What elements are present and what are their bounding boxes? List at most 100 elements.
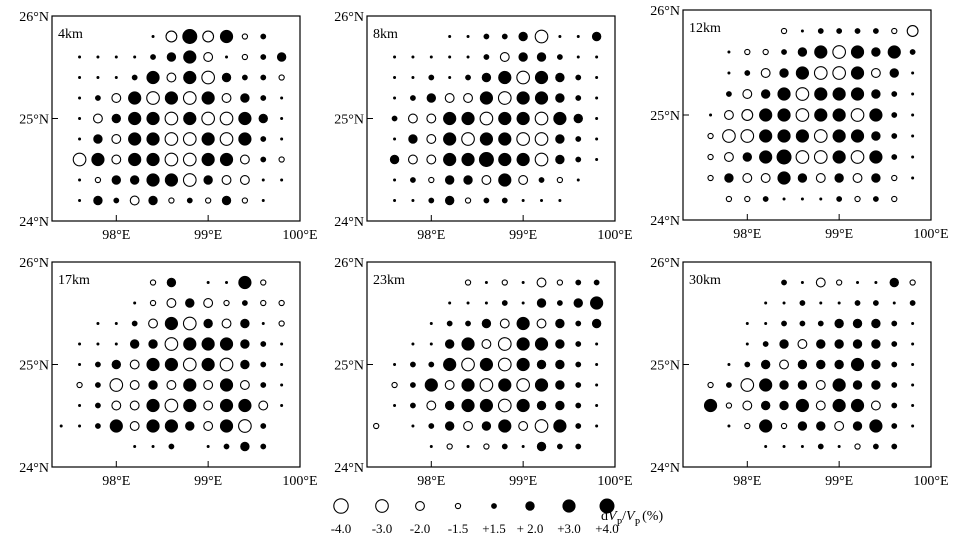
data-point [575,443,582,450]
data-point [109,378,124,392]
data-point [129,380,140,390]
data-point [595,117,599,121]
data-point [278,299,285,307]
data-point [740,378,755,392]
data-point [536,400,547,411]
data-point [834,339,844,349]
data-point [221,175,232,185]
data-point [816,339,826,349]
data-point [164,173,179,187]
data-point [164,316,179,331]
data-point [146,357,160,372]
data-point [260,33,267,40]
data-point [111,134,122,144]
data-point [182,173,197,187]
legend-item: +3.0 [557,499,581,536]
legend-title-v1: V [608,509,618,524]
data-point [724,173,734,183]
data-point [239,175,250,185]
data-point [837,301,841,305]
data-point [911,383,915,387]
data-point [536,441,547,452]
x-tick-label: 98°E [733,474,761,489]
data-point [498,378,512,392]
data-point [819,197,823,201]
data-point [870,400,881,411]
data-point [815,173,826,183]
data-point [795,108,810,122]
data-point [241,74,248,81]
x-tick-label: 98°E [102,228,130,243]
data-point [389,154,400,165]
data-point [219,398,234,413]
data-point [146,91,160,105]
data-point [759,419,773,433]
data-point [280,362,284,366]
data-point [576,178,580,182]
data-point [726,382,732,388]
data-point [497,357,512,372]
data-point [558,199,562,203]
data-point [478,152,494,168]
y-tick-label: 24°N [650,461,680,476]
data-point [426,154,437,165]
x-tick-label: 99°E [825,227,853,242]
data-point [832,108,846,122]
data-point [109,419,123,433]
data-point [777,87,791,101]
y-tick-label: 25°N [334,359,364,374]
data-point [479,378,494,392]
data-point [146,152,160,167]
data-point [911,403,915,407]
data-point [258,400,269,411]
data-point [555,318,565,329]
data-point [742,400,753,411]
data-point [911,321,915,325]
data-point [479,132,494,146]
legend-label: +1.5 [482,521,506,536]
data-point [129,195,140,206]
data-point [148,380,158,390]
data-point [723,110,734,120]
data-point [832,87,846,101]
data-point [201,357,215,372]
data-point [497,398,512,413]
data-point [595,403,599,407]
data-point [164,132,179,146]
data-point [201,132,215,146]
data-point [911,362,915,366]
data-point [78,76,82,80]
data-point [782,197,786,201]
data-point [78,342,82,346]
data-point [183,50,197,64]
data-point [501,33,508,40]
data-point [832,45,847,59]
data-point [429,342,433,346]
data-point [78,96,82,100]
y-tick-label: 26°N [19,10,49,25]
data-point [78,424,82,428]
data-point [745,321,749,325]
data-point [836,279,843,286]
data-point [722,129,736,143]
data-point [595,362,599,366]
data-point [391,115,398,122]
data-point [223,299,230,307]
data-point [238,419,252,433]
data-point [703,398,718,413]
data-point [575,74,582,81]
data-point [869,150,883,164]
data-point [723,152,734,162]
data-point [795,87,810,101]
data-point [834,359,844,370]
data-point [260,341,267,347]
data-point [889,277,899,288]
data-point [497,337,512,351]
data-point [131,320,138,327]
panel-17km: 17km 24°N 25°N 26°N 98°E 99°E 100°E [19,256,317,489]
legend-title-sub1: P [617,518,623,529]
data-point [887,45,901,59]
data-point [260,279,267,286]
data-point [534,91,549,105]
data-point [150,54,156,60]
